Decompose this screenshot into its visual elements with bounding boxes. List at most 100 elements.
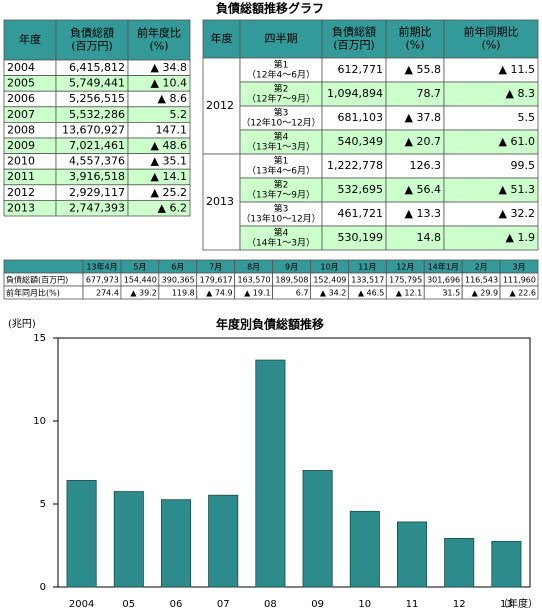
table-header: 13年4月 xyxy=(86,262,117,272)
table-cell-text: 5.5 xyxy=(518,111,536,124)
table-cell xyxy=(321,81,387,107)
table-cell-text: 2007 xyxy=(7,108,35,121)
table-cell-text: 189,508 xyxy=(275,276,308,285)
table-cell-text: ▲ 61.0 xyxy=(499,135,535,148)
y-axis-label: (兆円) xyxy=(8,318,36,330)
table-cell-text: ▲ 11.5 xyxy=(499,63,535,76)
x-axis-label: （年度） xyxy=(498,597,538,610)
table-cell-text: ▲ 34.2 xyxy=(320,289,347,298)
table-header: 14年1月 xyxy=(428,262,459,272)
page-title: 負債総額推移グラフ xyxy=(216,1,324,16)
quarter-label: （13年7～9月） xyxy=(247,189,315,201)
table-cell-text: 2008 xyxy=(7,123,35,136)
table-cell-text: 147.1 xyxy=(156,123,188,136)
table-cell xyxy=(443,153,539,179)
table-cell-text: ▲ 12.1 xyxy=(396,289,423,298)
table-cell-text: 99.5 xyxy=(511,159,536,172)
y-tick-label: 10 xyxy=(33,416,46,427)
x-tick-label: 2004 xyxy=(69,599,94,610)
x-tick-label: 11 xyxy=(406,599,419,610)
table-header: 四半期 xyxy=(265,31,298,45)
table-cell xyxy=(321,129,387,155)
table-cell-text: ▲ 19.1 xyxy=(244,289,271,298)
table-header: 2月 xyxy=(475,263,488,272)
row-label: 前年同月比(%) xyxy=(6,288,60,298)
x-tick-label: 12 xyxy=(453,599,466,610)
table-cell-text: 2009 xyxy=(7,139,35,152)
table-cell-text: 175,795 xyxy=(389,276,422,285)
table-cell xyxy=(385,177,445,203)
table-cell xyxy=(3,259,84,274)
table-cell-text: ▲ 46.5 xyxy=(358,289,385,298)
table-cell xyxy=(443,105,539,131)
table-cell-text: 2,747,393 xyxy=(69,201,125,214)
table-header: 前年同期比 xyxy=(464,25,519,39)
table-cell-text: 6,415,812 xyxy=(69,61,125,74)
table-cell-text: 7,021,461 xyxy=(69,139,125,152)
table-cell-text: 301,696 xyxy=(427,276,460,285)
table-cell xyxy=(239,153,323,179)
table-cell-text: 14.8 xyxy=(417,231,442,244)
table-cell-text: ▲ 6.2 xyxy=(158,201,187,214)
table-cell-text: 681,103 xyxy=(338,111,384,124)
table-cell-text: ▲ 8.6 xyxy=(158,92,187,105)
table-cell-text: 2006 xyxy=(7,92,35,105)
table-cell-text: 1,222,778 xyxy=(327,159,383,172)
chart-title: 年度別負債総額推移 xyxy=(216,317,324,332)
table-cell-text: 5,749,441 xyxy=(69,77,125,90)
table-cell-text: 2012 xyxy=(206,99,234,112)
table-cell-text: ▲ 74.9 xyxy=(206,289,233,298)
table-cell-text: 31.5 xyxy=(442,289,460,298)
bar xyxy=(349,510,380,588)
table-cell-text: 2013 xyxy=(206,195,234,208)
table-cell xyxy=(385,105,445,131)
quarter-label: 第3 xyxy=(274,107,289,119)
table-cell-text: 179,617 xyxy=(200,276,233,285)
table-cell-text: 116,543 xyxy=(465,276,498,285)
table-cell-text: 390,365 xyxy=(162,276,195,285)
table-header: 年度 xyxy=(19,32,41,46)
x-tick-label: 10 xyxy=(358,599,371,610)
bar xyxy=(66,480,97,588)
bar xyxy=(491,540,522,588)
table-header: 負債総額 xyxy=(332,25,376,39)
bar xyxy=(396,521,428,588)
table-cell xyxy=(239,81,323,107)
table-cell-text: 133,517 xyxy=(351,276,384,285)
x-tick-label: 07 xyxy=(217,599,230,610)
table-cell xyxy=(443,201,539,227)
x-tick-label: 05 xyxy=(122,599,135,610)
table-cell-text: ▲ 48.6 xyxy=(151,139,187,152)
table-cell-text: ▲ 25.2 xyxy=(151,186,187,199)
quarter-label: （13年10～12月） xyxy=(241,213,320,225)
table-header: 6月 xyxy=(171,263,184,272)
table-cell xyxy=(321,105,387,131)
table-cell-text: 163,570 xyxy=(237,276,270,285)
table-header: 7月 xyxy=(209,263,222,272)
table-header: 12月 xyxy=(396,263,414,272)
table-cell-text: 111,960 xyxy=(503,276,536,285)
table-header: 11月 xyxy=(358,263,376,272)
table-cell-text: 5,532,286 xyxy=(69,108,125,121)
table-header: (%) xyxy=(149,40,168,53)
table-header: 10月 xyxy=(320,263,338,272)
table-header: (百万円) xyxy=(333,39,375,52)
table-cell xyxy=(239,105,323,131)
bar xyxy=(160,499,192,588)
table-cell-text: 2004 xyxy=(7,61,35,74)
quarter-label: （14年1～3月） xyxy=(247,237,315,249)
x-tick-label: 08 xyxy=(264,599,277,610)
table-cell-text: 461,721 xyxy=(338,207,384,220)
table-cell-text: ▲ 51.3 xyxy=(499,183,535,196)
bar xyxy=(113,491,144,588)
quarter-label: （12年7～9月） xyxy=(247,93,315,105)
quarter-label: 第1 xyxy=(274,155,289,167)
y-tick-label: 5 xyxy=(40,499,46,510)
table-cell-text: ▲ 13.3 xyxy=(405,207,441,220)
table-cell-text: 152,409 xyxy=(313,276,346,285)
table-cell-text: 612,771 xyxy=(338,63,384,76)
table-cell-text: ▲ 1.9 xyxy=(506,231,535,244)
table-cell xyxy=(321,19,387,59)
table-cell-text: 13,670,927 xyxy=(62,123,125,136)
table-header: (%) xyxy=(405,39,424,52)
